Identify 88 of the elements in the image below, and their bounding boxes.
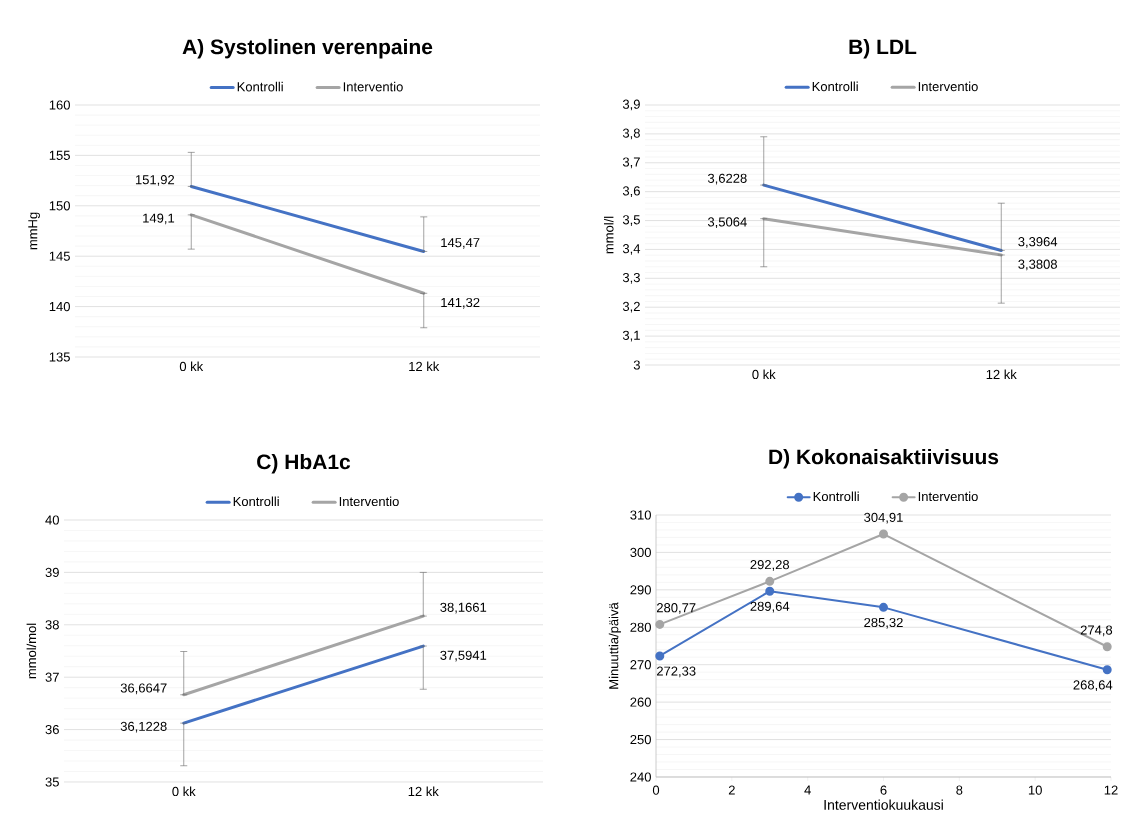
data-label: 285,32 bbox=[864, 617, 903, 629]
y-axis-title: mmol/l bbox=[603, 216, 614, 254]
y-tick-label: 3,1 bbox=[622, 330, 640, 342]
chart-title: A) Systolinen verenpaine bbox=[182, 38, 433, 59]
x-tick-label: 8 bbox=[956, 785, 963, 795]
data-label: 38,1661 bbox=[440, 602, 487, 614]
data-label: 37,5941 bbox=[440, 650, 487, 662]
chart-title: D) Kokonaisaktiivisuus bbox=[769, 448, 999, 469]
y-axis-title: Minuuttia/päivä bbox=[608, 602, 621, 689]
data-label: 292,28 bbox=[750, 560, 790, 571]
y-tick-label: 3,3 bbox=[622, 272, 640, 284]
x-tick-label: 0 kk bbox=[752, 369, 776, 380]
y-tick-label: 140 bbox=[49, 301, 70, 312]
x-tick-label: 6 bbox=[880, 785, 887, 795]
data-label: 141,32 bbox=[441, 297, 480, 309]
chart-title: B) LDL bbox=[849, 38, 917, 59]
data-label: 36,1228 bbox=[120, 721, 167, 733]
y-tick-label: 35 bbox=[45, 777, 59, 787]
chart-title: C) HbA1c bbox=[257, 453, 351, 474]
y-tick-label: 3,5 bbox=[622, 215, 640, 226]
x-tick-label: 12 kk bbox=[408, 786, 439, 796]
legend-label: Kontrolli bbox=[812, 81, 858, 92]
point bbox=[879, 529, 888, 539]
legend-label: Interventio bbox=[339, 496, 399, 507]
point bbox=[765, 576, 775, 586]
point bbox=[1102, 642, 1112, 652]
y-tick-label: 280 bbox=[630, 622, 651, 632]
y-tick-label: 36 bbox=[45, 724, 59, 735]
legend-label: Kontrolli bbox=[233, 496, 279, 507]
data-label: 145,47 bbox=[441, 238, 480, 249]
y-tick-label: 300 bbox=[630, 547, 651, 558]
data-label: 272,33 bbox=[656, 666, 696, 678]
y-tick-label: 3,7 bbox=[622, 157, 640, 169]
y-tick-label: 3,9 bbox=[622, 99, 640, 111]
legend-label: Kontrolli bbox=[237, 81, 283, 92]
y-axis-title: mmol/mol bbox=[26, 623, 37, 679]
data-label: 151,92 bbox=[135, 175, 175, 186]
y-tick-label: 39 bbox=[45, 567, 59, 577]
legend-label: Kontrolli bbox=[813, 491, 859, 502]
y-tick-label: 40 bbox=[45, 515, 59, 525]
y-tick-label: 3,6 bbox=[622, 186, 640, 198]
y-tick-label: 38 bbox=[45, 620, 59, 630]
y-tick-label: 3,4 bbox=[622, 244, 641, 255]
y-tick-label: 3,8 bbox=[622, 128, 640, 140]
x-tick-label: 12 kk bbox=[986, 369, 1017, 379]
x-tick-label: 0 bbox=[652, 785, 660, 795]
data-label: 36,6647 bbox=[120, 683, 167, 695]
point bbox=[765, 586, 775, 596]
y-tick-label: 270 bbox=[630, 660, 651, 670]
legend-label: Interventio bbox=[918, 81, 978, 92]
data-label: 304,91 bbox=[864, 512, 903, 524]
y-tick-label: 37 bbox=[45, 672, 59, 682]
point bbox=[1102, 665, 1112, 675]
y-tick-label: 160 bbox=[49, 100, 70, 110]
y-tick-label: 145 bbox=[49, 251, 70, 261]
x-tick-label: 0 kk bbox=[179, 361, 204, 372]
x-tick-label: 10 bbox=[1028, 785, 1042, 795]
data-label: 3,3964 bbox=[1018, 237, 1058, 248]
data-label: 268,64 bbox=[1073, 680, 1113, 692]
y-tick-label: 155 bbox=[49, 150, 70, 160]
data-label: 3,3808 bbox=[1018, 259, 1057, 271]
y-tick-label: 310 bbox=[630, 510, 651, 520]
y-tick-label: 260 bbox=[630, 697, 651, 707]
y-tick-label: 150 bbox=[49, 201, 70, 211]
y-tick-label: 3,2 bbox=[622, 301, 640, 313]
y-tick-label: 290 bbox=[630, 585, 651, 595]
x-tick-label: 4 bbox=[804, 785, 811, 795]
x-tick-label: 0 kk bbox=[172, 786, 196, 797]
data-label: 149,1 bbox=[143, 213, 175, 225]
point bbox=[655, 651, 665, 661]
data-label: 3,5064 bbox=[707, 217, 747, 229]
x-tick-label: 12 kk bbox=[409, 361, 440, 371]
x-axis-title: Interventiokuukausi bbox=[824, 799, 943, 810]
y-tick-label: 240 bbox=[630, 772, 651, 782]
y-axis-title: mmHg bbox=[28, 212, 40, 250]
legend-label: Interventio bbox=[343, 81, 403, 92]
data-label: 289,64 bbox=[750, 601, 790, 613]
y-tick-label: 250 bbox=[630, 734, 651, 745]
x-tick-label: 12 bbox=[1104, 785, 1118, 795]
data-label: 274,8 bbox=[1080, 625, 1113, 637]
x-tick-label: 2 bbox=[728, 785, 735, 795]
data-label: 3,6228 bbox=[707, 173, 747, 185]
y-tick-label: 135 bbox=[49, 352, 70, 362]
y-tick-label: 3 bbox=[633, 360, 640, 370]
legend-label: Interventio bbox=[918, 491, 978, 502]
point bbox=[879, 602, 888, 612]
data-label: 280,77 bbox=[656, 603, 696, 614]
point bbox=[655, 619, 665, 629]
